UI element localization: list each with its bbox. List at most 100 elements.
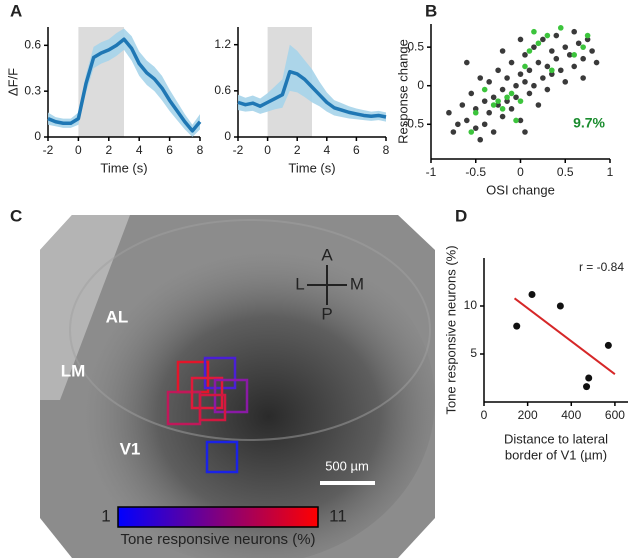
- point: [446, 109, 452, 116]
- x-tick-label: 600: [605, 408, 625, 422]
- orientation-label: M: [350, 274, 364, 293]
- point: [481, 121, 488, 128]
- point: [499, 113, 506, 120]
- y-tick-label: 0.3: [24, 83, 41, 97]
- point: [562, 44, 569, 50]
- point: [477, 75, 484, 81]
- x-tick-label: 2: [105, 143, 112, 157]
- x-tick-label: 4: [136, 143, 143, 157]
- point: [490, 129, 497, 135]
- orientation-label: A: [321, 245, 333, 264]
- point: [486, 109, 492, 116]
- point: [504, 98, 510, 104]
- colorbar-max: 11: [329, 506, 347, 525]
- point: [468, 129, 475, 135]
- point: [528, 290, 536, 298]
- x-tick-label: 2: [294, 143, 301, 157]
- x-axis-label: Time (s): [288, 160, 335, 175]
- panel-label: A: [10, 1, 22, 20]
- point: [531, 44, 537, 50]
- x-tick-label: 1: [607, 165, 614, 179]
- x-axis-label: Distance to lateral: [504, 431, 608, 446]
- fit-line: [513, 297, 616, 375]
- point: [513, 94, 519, 101]
- point: [486, 79, 492, 85]
- point: [580, 44, 586, 50]
- area-label: LM: [61, 361, 86, 380]
- x-tick-label: 200: [518, 408, 538, 422]
- point: [544, 63, 551, 70]
- mean-line: [237, 69, 387, 119]
- x-tick-label: 8: [197, 143, 204, 157]
- x-tick-label: 400: [561, 408, 581, 422]
- point: [472, 106, 479, 112]
- y-axis-label: Tone responsive neurons (%): [443, 245, 458, 414]
- point: [522, 63, 528, 70]
- orientation-label: L: [295, 274, 304, 293]
- panel-label: D: [455, 206, 467, 225]
- point: [553, 55, 560, 62]
- x-tick-label: -2: [43, 143, 54, 157]
- point: [499, 106, 506, 112]
- point: [481, 98, 488, 104]
- annotation: 9.7%: [573, 115, 605, 131]
- error-band: [238, 44, 386, 122]
- point: [584, 32, 591, 39]
- x-tick-label: 6: [166, 143, 173, 157]
- point: [575, 40, 582, 47]
- scale-bar-label: 500 µm: [325, 458, 369, 473]
- point: [508, 59, 515, 66]
- x-tick-label: 0: [264, 143, 271, 157]
- point: [535, 40, 542, 47]
- panel-label: C: [10, 206, 22, 225]
- point: [535, 59, 542, 66]
- point: [504, 94, 510, 101]
- point: [477, 136, 484, 143]
- point: [571, 28, 577, 35]
- y-axis-label: ΔF/F: [5, 68, 20, 96]
- point: [499, 48, 506, 54]
- widefield-image: [40, 215, 435, 558]
- point: [459, 102, 466, 108]
- mean-line: [47, 37, 202, 133]
- point: [583, 383, 591, 391]
- point: [490, 102, 497, 108]
- point: [468, 90, 475, 97]
- y-axis-label: Response change: [395, 39, 410, 144]
- x-axis-label: Time (s): [100, 160, 147, 175]
- point: [526, 90, 533, 97]
- point: [604, 341, 612, 349]
- point: [544, 86, 551, 93]
- point: [508, 90, 515, 97]
- point: [580, 75, 586, 81]
- y-tick-label: 0.6: [24, 38, 41, 52]
- x-tick-label: 8: [383, 143, 390, 157]
- y-tick-label: 0: [224, 129, 231, 143]
- point: [513, 117, 519, 124]
- orientation-label: P: [321, 304, 332, 323]
- point: [557, 67, 564, 74]
- x-tick-label: 0.5: [557, 165, 574, 179]
- point: [593, 59, 600, 66]
- colorbar-label: Tone responsive neurons (%): [120, 531, 315, 548]
- point: [495, 102, 501, 108]
- point: [571, 52, 577, 58]
- point: [504, 75, 510, 81]
- panel-label: B: [425, 1, 437, 20]
- y-tick-label: 0.5: [407, 39, 424, 53]
- x-tick-label: -2: [233, 143, 244, 157]
- point: [549, 67, 555, 74]
- point: [517, 98, 524, 104]
- point: [450, 129, 457, 135]
- x-tick-label: 6: [353, 143, 360, 157]
- area-label: V1: [120, 439, 141, 458]
- point: [481, 86, 488, 93]
- x-tick-label: -0.5: [465, 165, 486, 179]
- point: [580, 55, 586, 62]
- point: [585, 374, 593, 382]
- y-tick-label: 0.6: [214, 83, 231, 97]
- point: [531, 28, 537, 35]
- colorbar-min: 1: [101, 506, 110, 525]
- point: [589, 48, 595, 54]
